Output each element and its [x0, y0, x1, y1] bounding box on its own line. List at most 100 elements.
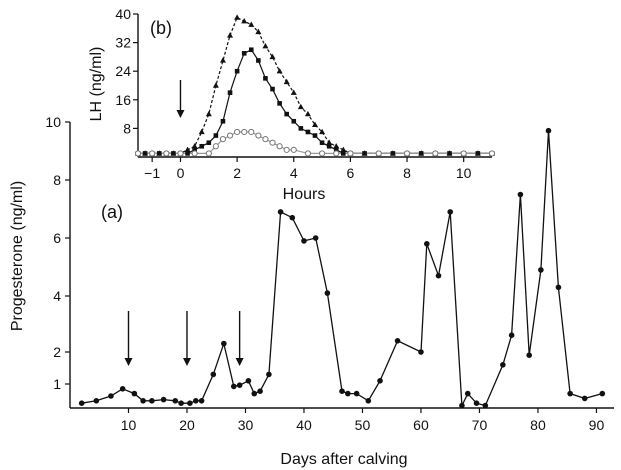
panel-b-point-triangle [227, 32, 234, 38]
panel-a-y-tick-label: 8 [53, 172, 61, 188]
panel-b-point-circle [163, 150, 170, 157]
panel-b-point-square [284, 111, 289, 117]
panel-b-x-tick-label: −1 [144, 165, 160, 181]
panel-b-point-square [298, 126, 304, 131]
panel-a-data-point [447, 209, 454, 215]
panel-b-point-square [248, 47, 254, 53]
panel-b-point-square [333, 147, 339, 153]
panel-a-data-point [78, 400, 85, 407]
panel-b-point-triangle [333, 143, 340, 149]
panel-b-point-triangle [198, 128, 205, 135]
panel-a-data-point [508, 332, 515, 339]
panel-b-point-triangle [191, 143, 198, 149]
panel-b-point-circle [333, 150, 340, 157]
panel-b-point-circle [276, 143, 283, 150]
panel-a-arrows [124, 311, 244, 366]
panel-b-point-square [390, 151, 396, 156]
panel-a-data-point [251, 390, 258, 397]
panel-b-point-square [418, 151, 424, 156]
panel-b-y-tick-label: 16 [115, 92, 131, 108]
panel-b-x-tick-label: 0 [177, 165, 185, 181]
panel-b-y-ticks: 8 16 24 32 40 [115, 6, 138, 136]
panel-a-data-point [464, 390, 471, 397]
panel-b-arrow-head [176, 110, 185, 118]
panel-b-y-tick-label: 32 [115, 35, 131, 51]
panel-a-data-point [339, 388, 345, 395]
panel-a-label: (a) [101, 202, 123, 222]
panel-a-data-point [140, 398, 146, 404]
panel-b-x-tick-label: 4 [290, 165, 298, 181]
panel-b-point-square [142, 151, 148, 156]
panel-b-point-square [305, 129, 311, 135]
panel-b-point-triangle [255, 28, 262, 35]
panel-a-data-point [289, 214, 296, 221]
panel-b-point-square [199, 143, 205, 149]
panel-b-point-square [234, 68, 240, 74]
panel-b-point-circle [212, 143, 219, 150]
panel-b-point-triangle [276, 68, 283, 74]
panel-b-point-triangle [283, 78, 290, 85]
panel-a-x-tick-label: 90 [589, 417, 605, 433]
panel-b-point-circle [134, 150, 142, 157]
panel-b-point-triangle [297, 103, 304, 110]
panel-a-y-tick-label: 10 [45, 114, 61, 130]
panel-b-point-triangle [290, 89, 297, 95]
panel-a-data-point [377, 378, 383, 384]
panel-b-point-square [256, 58, 261, 63]
panel-b-point-square [156, 151, 162, 156]
panel-b-point-triangle [184, 146, 191, 153]
panel-a-data-point [394, 338, 401, 344]
panel-b-point-circle [283, 146, 290, 153]
panel-b-point-circle [290, 146, 297, 153]
panel-b-point-square [447, 151, 452, 156]
panel-a-arrow-head [235, 358, 244, 366]
panel-a-data-point [131, 390, 138, 397]
panel-b-points [134, 14, 496, 157]
panel-a-data-point [266, 371, 272, 378]
panel-a-data-point [236, 382, 243, 389]
panel-b-point-circle [234, 128, 241, 136]
panel-b-point-circle [488, 150, 496, 157]
panel-a-data-point [301, 238, 307, 244]
panel-a-data-point [245, 378, 252, 384]
panel-b-point-circle [248, 128, 255, 136]
panel-a-data-point [257, 388, 263, 395]
panel-a-data-point [172, 398, 179, 404]
panel-b-point-square [270, 86, 275, 92]
panel-a-arrow-head [124, 358, 133, 366]
panel-b-point-triangle [304, 110, 311, 117]
panel-b-point-circle [149, 150, 156, 157]
panel-a-x-tick-label: 20 [179, 417, 195, 433]
panel-b-point-triangle [219, 57, 226, 63]
panel-a-y-label: Progesterone (ng/ml) [9, 181, 26, 331]
panel-a-data-point [324, 290, 331, 296]
panel-b-y-tick-label: 24 [115, 63, 131, 79]
panel-a-data-point [545, 127, 552, 134]
panel-b-point-square [192, 147, 197, 153]
panel-b-point-square [220, 118, 226, 124]
panel-b-point-square [326, 143, 332, 149]
panel-a-x-tick-label: 30 [238, 417, 254, 433]
panel-a-data-point [459, 402, 465, 409]
panel-a-data-point [555, 284, 562, 291]
panel-a-x-ticks: 10 20 30 40 50 60 70 80 90 [121, 408, 605, 433]
panel-a-data-point [230, 383, 237, 390]
panel-b-x-tick-label: 8 [403, 165, 411, 181]
panel-a-data-point [353, 390, 360, 397]
panel-a-data-point [435, 272, 442, 279]
panel-a-data-point [500, 362, 506, 368]
panel-a-data-point [365, 398, 372, 404]
panel-b-point-circle [375, 150, 382, 157]
panel-a-x-tick-label: 80 [530, 417, 546, 433]
panel-b-point-circle [241, 128, 248, 136]
panel-b-point-circle [304, 150, 312, 157]
panel-b-point-square [171, 151, 176, 156]
panel-b-point-circle [318, 150, 326, 157]
panel-a-data-point [312, 235, 319, 241]
panel-b-point-circle [219, 136, 227, 143]
panel-b-x-ticks: −1 0 2 4 6 8 10 [144, 157, 472, 181]
panel-b-background [121, 4, 495, 202]
panel-a-x-tick-label: 10 [121, 417, 137, 433]
